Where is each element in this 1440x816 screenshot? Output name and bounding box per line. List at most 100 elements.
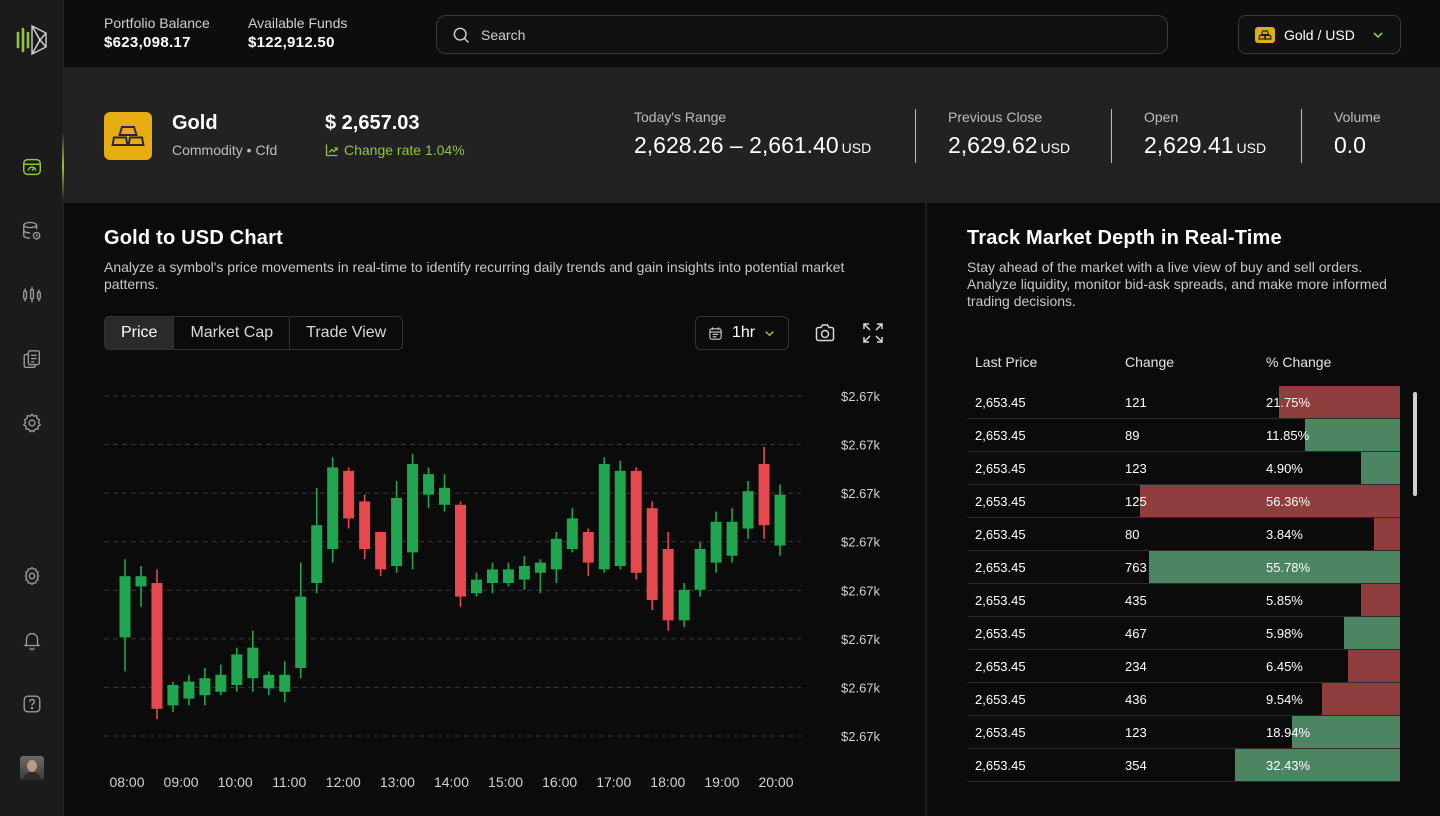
search-input[interactable] <box>481 26 1081 43</box>
candle[interactable] <box>279 661 291 702</box>
sidebar-item-documents[interactable] <box>0 339 64 379</box>
tab-market-cap[interactable]: Market Cap <box>174 317 291 349</box>
candle-body <box>359 501 371 549</box>
candle[interactable] <box>247 630 259 692</box>
depth-price: 2,653.45 <box>975 493 1026 509</box>
candle[interactable] <box>566 508 578 553</box>
candle[interactable] <box>710 511 722 573</box>
depth-price: 2,653.45 <box>975 691 1026 707</box>
sidebar-item-database[interactable] <box>0 211 64 251</box>
candle[interactable] <box>359 494 371 560</box>
tab-trade-view[interactable]: Trade View <box>306 324 387 341</box>
candle[interactable] <box>678 583 690 628</box>
x-tick-label: 08:00 <box>109 774 144 790</box>
depth-row[interactable]: 2,653.45 121 21.75% <box>967 386 1400 419</box>
depth-row[interactable]: 2,653.45 354 32.43% <box>967 749 1400 782</box>
sidebar-item-help[interactable] <box>0 684 64 724</box>
candle[interactable] <box>598 457 610 573</box>
depth-row[interactable]: 2,653.45 467 5.98% <box>967 617 1400 650</box>
candle-body <box>215 674 227 692</box>
candle[interactable] <box>375 532 387 577</box>
gear-icon <box>24 566 40 586</box>
open-value: 2,629.41 <box>1144 132 1234 158</box>
candle[interactable] <box>662 532 674 631</box>
candle[interactable] <box>486 562 498 594</box>
candle[interactable] <box>423 467 435 509</box>
interval-select[interactable]: 1hr <box>695 316 789 350</box>
depth-row[interactable]: 2,653.45 123 18.94% <box>967 716 1400 749</box>
sidebar-item-trading[interactable] <box>0 275 64 315</box>
candle[interactable] <box>582 528 594 577</box>
sidebar <box>0 0 64 816</box>
depth-row[interactable]: 2,653.45 435 5.85% <box>967 584 1400 617</box>
candle[interactable] <box>407 453 419 570</box>
depth-pct-change: 32.43% <box>1266 757 1311 773</box>
candle[interactable] <box>327 457 339 563</box>
candle[interactable] <box>694 542 706 597</box>
chart-tabs: Price Market Cap Trade View <box>104 316 404 350</box>
depth-row[interactable]: 2,653.45 125 56.36% <box>967 485 1400 518</box>
sidebar-item-network[interactable] <box>0 403 64 443</box>
volume-label: Volume <box>1334 109 1381 125</box>
candle[interactable] <box>470 572 482 597</box>
depth-table-header: Last Price Change % Change <box>967 346 1400 378</box>
sidebar-item-notifications[interactable] <box>0 620 64 660</box>
depth-row[interactable]: 2,653.45 234 6.45% <box>967 650 1400 683</box>
candlestick-chart: $2.67k $2.67k $2.67k $2.67k $2.67k $2.67k $2.6… <box>104 389 881 790</box>
screenshot-button[interactable] <box>812 320 838 346</box>
candle[interactable] <box>135 566 147 607</box>
x-tick-label: 15:00 <box>488 774 523 790</box>
candle[interactable] <box>231 647 243 692</box>
candle[interactable] <box>534 559 546 594</box>
depth-row[interactable]: 2,653.45 80 3.84% <box>967 518 1400 551</box>
sell-depth-bar <box>1140 485 1400 517</box>
sidebar-item-settings[interactable] <box>0 556 64 596</box>
candle[interactable] <box>295 562 307 679</box>
sidebar-item-market[interactable] <box>0 147 64 187</box>
tab-price[interactable]: Price <box>105 317 175 349</box>
search-bar[interactable] <box>436 15 1168 54</box>
candle[interactable] <box>726 508 738 563</box>
candle[interactable] <box>311 487 323 594</box>
chevron-down-icon <box>1373 31 1383 38</box>
depth-row[interactable]: 2,653.45 436 9.54% <box>967 683 1400 716</box>
candle[interactable] <box>774 484 786 556</box>
change-rate: Change rate 1.04% <box>325 142 465 158</box>
candle[interactable] <box>215 664 227 696</box>
candle[interactable] <box>614 460 626 570</box>
candle[interactable] <box>119 559 131 672</box>
expand-icon <box>863 323 883 343</box>
candle-body <box>518 566 530 580</box>
candle[interactable] <box>343 467 355 529</box>
candle[interactable] <box>630 467 642 580</box>
fullscreen-button[interactable] <box>860 320 886 346</box>
depth-row[interactable]: 2,653.45 123 4.90% <box>967 452 1400 485</box>
candle[interactable] <box>183 674 195 706</box>
avatar[interactable] <box>20 756 44 780</box>
candle[interactable] <box>439 474 451 512</box>
scrollbar[interactable] <box>1413 392 1417 496</box>
depth-row[interactable]: 2,653.45 763 55.78% <box>967 551 1400 584</box>
candle[interactable] <box>151 569 163 719</box>
candle[interactable] <box>199 668 211 706</box>
candle[interactable] <box>758 447 770 539</box>
depth-change: 80 <box>1125 526 1140 542</box>
candle[interactable] <box>742 481 754 539</box>
candle[interactable] <box>502 562 514 587</box>
candle[interactable] <box>263 671 275 696</box>
todays-range-value: 2,628.26 – 2,661.40 <box>634 132 839 158</box>
portfolio-balance: Portfolio Balance $623,098.17 <box>104 15 210 51</box>
volume: Volume 0.0 <box>1334 109 1381 159</box>
candle[interactable] <box>167 681 179 713</box>
brand-logo-icon[interactable] <box>14 22 50 58</box>
depth-row[interactable]: 2,653.45 89 11.85% <box>967 419 1400 452</box>
depth-change: 436 <box>1125 691 1147 707</box>
candle[interactable] <box>454 501 466 607</box>
candle[interactable] <box>646 501 658 611</box>
camera-icon <box>815 324 835 342</box>
candle-body <box>758 464 770 526</box>
pair-select[interactable]: Gold / USD <box>1238 15 1401 54</box>
candle[interactable] <box>518 555 530 590</box>
candle[interactable] <box>550 532 562 583</box>
candle[interactable] <box>391 481 403 573</box>
